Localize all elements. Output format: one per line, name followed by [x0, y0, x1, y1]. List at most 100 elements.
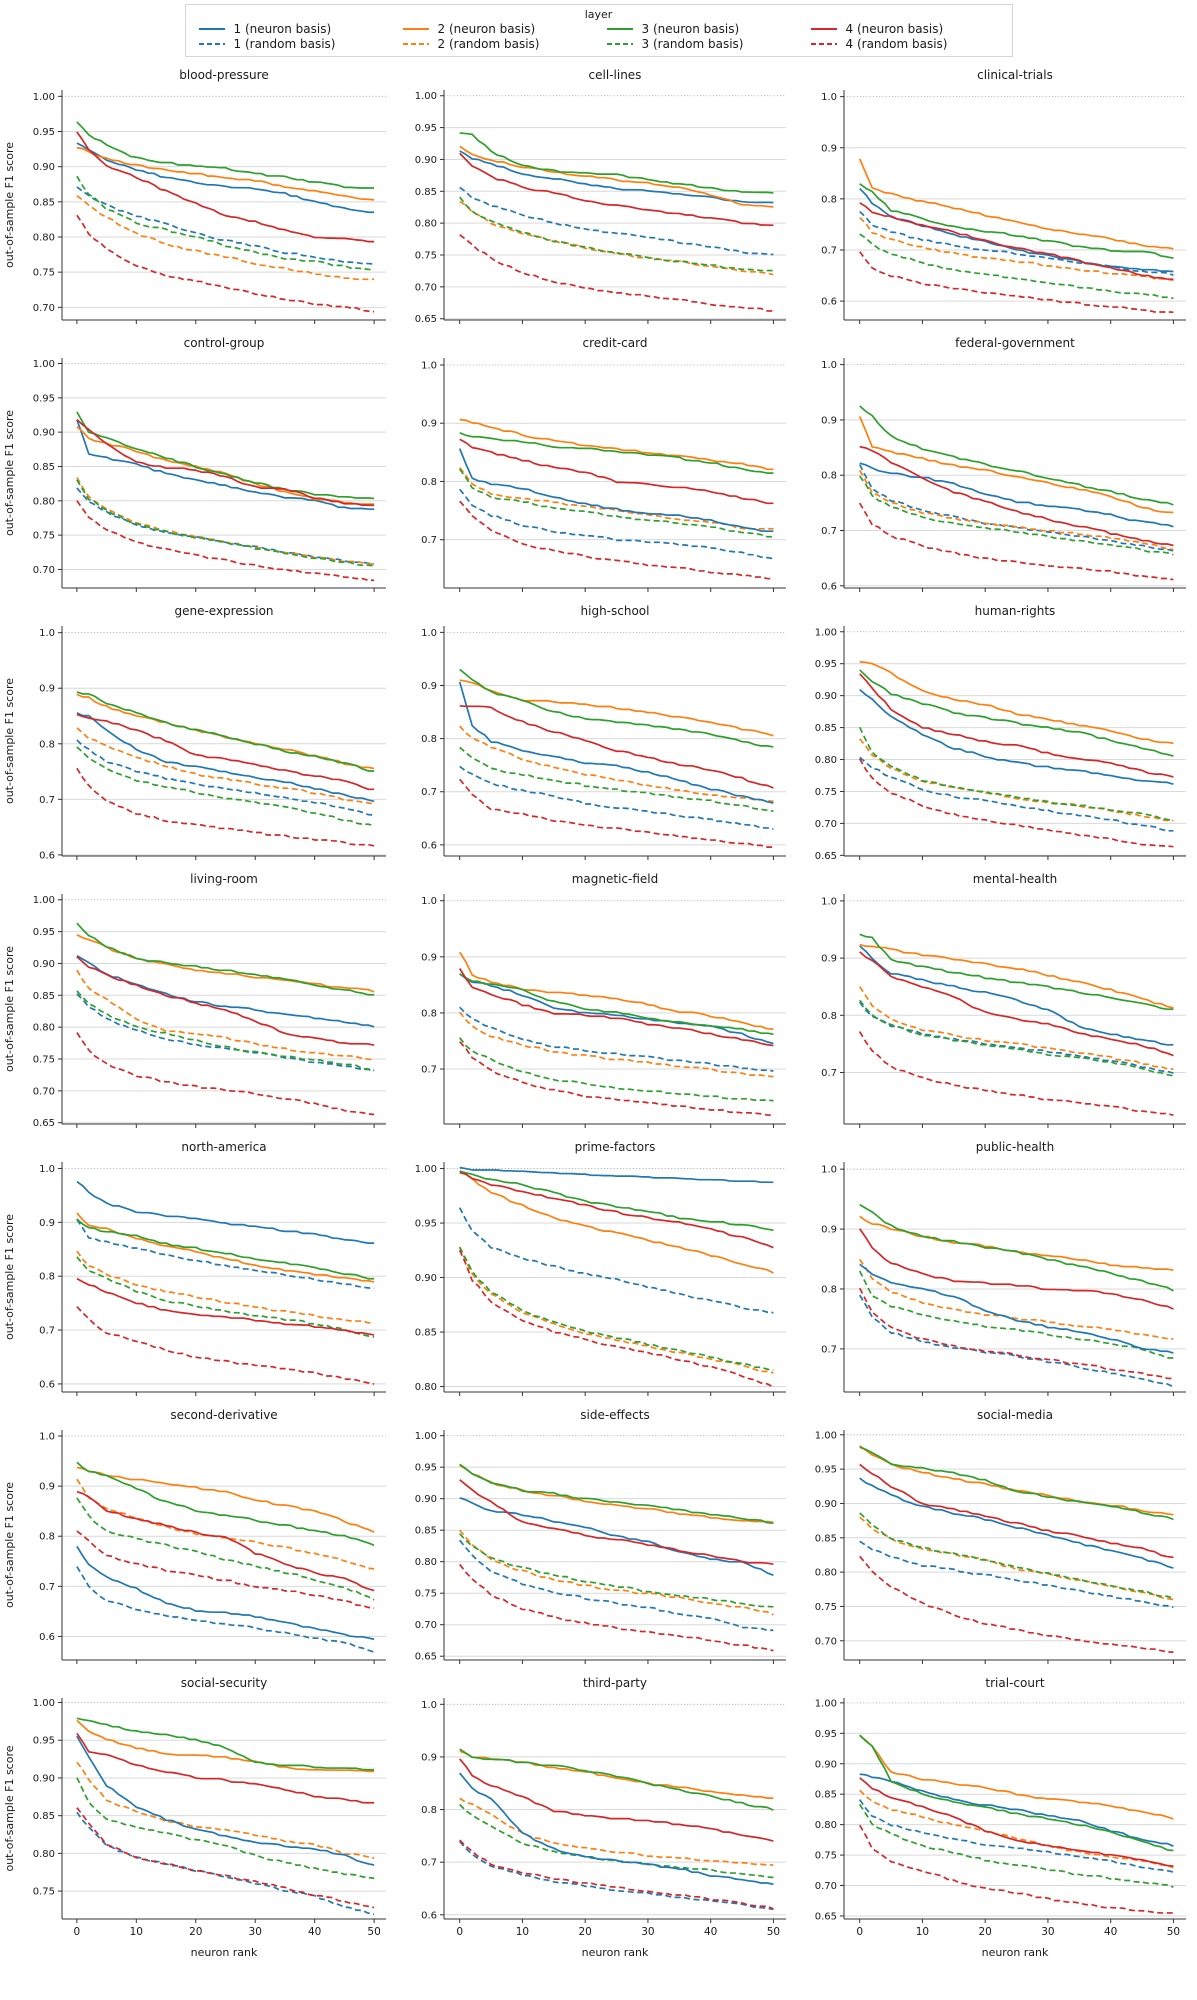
legend-item-label: 3 (neuron basis) [641, 22, 740, 36]
series-line-1--random-basis- [459, 765, 774, 830]
subplot-federal-government: federal-government 0.6 0.7 0.8 0.9 1.0 [797, 331, 1197, 599]
y-tick-label: 0.75 [415, 251, 437, 262]
legend-item: 1 (neuron basis) [198, 22, 388, 36]
series-line-4--neuron-basis- [859, 673, 1174, 778]
chart-social-media: social-media 0.70 0.75 0.80 0.85 0.90 0.95 1.00 [815, 1408, 1186, 1664]
series-line-3--random-basis- [859, 1512, 1174, 1599]
y-tick-label: 0.95 [415, 1463, 437, 1474]
series-line-3--random-basis- [459, 1533, 774, 1608]
chart-living-room: living-room 0.65 0.70 0.75 0.80 0.85 0.90 0.95 1… [3, 872, 386, 1129]
y-tick-label: 1.0 [421, 360, 437, 371]
series-line-4--random-basis- [459, 778, 774, 849]
chart-title: credit-card [583, 336, 648, 350]
y-tick-label: 0.8 [821, 1284, 837, 1295]
series-line-3--neuron-basis- [859, 669, 1174, 757]
y-tick-label: 0.6 [39, 1632, 55, 1643]
series-line-4--random-basis- [858, 1031, 1174, 1117]
y-tick-label: 0.90 [815, 1499, 837, 1510]
y-tick-label: 0.80 [33, 1023, 55, 1034]
y-axis-label: out-of-sample F1 score [3, 410, 16, 536]
series-line-3--neuron-basis- [459, 431, 774, 474]
series-line-2--neuron-basis- [76, 693, 375, 770]
series-line-3--random-basis- [76, 175, 375, 271]
series-line-3--random-basis- [459, 468, 774, 538]
y-tick-label: 1.0 [821, 360, 837, 371]
subplot-credit-card: credit-card 0.7 0.8 0.9 1.0 [397, 331, 797, 599]
series-line-1--random-basis- [859, 1001, 1174, 1074]
series-line-3--random-basis- [76, 746, 375, 827]
series-line-4--neuron-basis- [76, 131, 375, 243]
y-tick-label: 0.95 [415, 1219, 437, 1230]
series-line-2--random-basis- [859, 1516, 1174, 1601]
y-tick-label: 1.0 [39, 628, 55, 639]
series-line-4--random-basis- [459, 1563, 774, 1652]
subplot-third-party: third-party 0.6 0.7 0.8 0.9 1.0 0 10 20 30 40 50 neu… [397, 1671, 797, 1965]
series-line-4--random-basis- [76, 767, 375, 847]
subplot-cell-lines: cell-lines 0.65 0.70 0.75 0.80 0.85 0.90 0.95 1.… [397, 63, 797, 331]
series-line-3--neuron-basis- [859, 1446, 1174, 1521]
y-tick-label: 1.00 [815, 627, 837, 638]
legend: layer 1 (neuron basis) 2 (neuron basis) 3 … [184, 4, 1013, 57]
series-line-1--random-basis- [859, 756, 1174, 832]
x-tick-label: 50 [1167, 1926, 1180, 1938]
chart-blood-pressure: blood-pressure 0.70 0.75 0.80 0.85 0.90 0.95 1.… [3, 68, 386, 324]
y-tick-label: 0.75 [33, 1887, 55, 1898]
y-tick-label: 0.7 [421, 1858, 437, 1869]
series-line-4--random-basis- [76, 1530, 375, 1609]
series-line-3--neuron-basis- [459, 668, 774, 748]
subplot-blood-pressure: blood-pressure 0.70 0.75 0.80 0.85 0.90 0.95 1.… [0, 63, 397, 331]
series-line-2--random-basis- [859, 1258, 1174, 1340]
series-line-2--neuron-basis- [859, 943, 1174, 1009]
series-line-4--random-basis- [459, 500, 774, 580]
chart-human-rights: human-rights 0.65 0.70 0.75 0.80 0.85 0.90 0.95… [815, 604, 1186, 862]
chart-title: social-security [181, 1676, 267, 1690]
y-tick-label: 0.65 [815, 851, 837, 862]
chart-title: human-rights [975, 604, 1056, 618]
y-tick-label: 1.00 [33, 1698, 55, 1709]
x-tick-label: 0 [856, 1926, 863, 1938]
chart-title: magnetic-field [572, 872, 659, 886]
y-tick-label: 0.85 [815, 1533, 837, 1544]
series-line-2--random-basis- [76, 477, 375, 566]
y-tick-label: 0.6 [821, 297, 837, 308]
series-line-2--random-basis- [858, 986, 1174, 1070]
y-tick-label: 0.7 [421, 535, 437, 546]
legend-wrap: layer 1 (neuron basis) 2 (neuron basis) 3 … [0, 0, 1197, 57]
series-line-3--random-basis- [76, 1256, 375, 1338]
series-line-4--neuron-basis- [859, 951, 1174, 1057]
y-tick-label: 0.80 [815, 1568, 837, 1579]
x-tick-label: 40 [704, 1926, 717, 1938]
y-tick-label: 0.80 [815, 755, 837, 766]
series-line-3--neuron-basis- [859, 933, 1174, 1011]
y-tick-label: 1.00 [33, 92, 55, 103]
y-axis-label: out-of-sample F1 score [3, 678, 16, 804]
series-line-3--neuron-basis- [76, 1461, 375, 1547]
chart-social-security: social-security 0.75 0.80 0.85 0.90 0.95 1.00 0… [3, 1676, 386, 1959]
series-line-2--neuron-basis- [459, 679, 774, 737]
chart-trial-court: trial-court 0.65 0.70 0.75 0.80 0.85 0.90 0.95 1… [815, 1676, 1186, 1959]
y-tick-label: 1.00 [815, 1430, 837, 1441]
y-tick-label: 0.90 [33, 162, 55, 173]
y-tick-label: 0.6 [821, 581, 837, 592]
y-tick-label: 0.6 [39, 850, 55, 861]
series-line-1--random-basis- [859, 1540, 1174, 1609]
y-tick-label: 0.9 [421, 681, 437, 692]
series-line-3--neuron-basis- [76, 121, 375, 189]
series-line-1--neuron-basis- [459, 1496, 774, 1577]
series-line-4--random-basis- [859, 1555, 1174, 1653]
series-line-4--neuron-basis- [459, 1171, 774, 1249]
legend-item: 4 (neuron basis) [810, 22, 1000, 36]
y-tick-label: 0.80 [33, 496, 55, 507]
series-line-1--random-basis- [76, 1218, 375, 1290]
y-tick-label: 0.90 [815, 1759, 837, 1770]
y-tick-label: 0.75 [815, 1851, 837, 1862]
series-line-1--random-basis- [459, 186, 774, 256]
chart-mental-health: mental-health 0.7 0.8 0.9 1.0 [821, 872, 1186, 1128]
series-line-4--neuron-basis- [459, 705, 774, 789]
chart-title: third-party [583, 1676, 647, 1690]
y-tick-label: 0.80 [415, 1382, 437, 1393]
series-line-1--random-basis- [858, 1294, 1174, 1388]
legend-item: 2 (neuron basis) [402, 22, 592, 36]
series-line-2--random-basis- [859, 1789, 1174, 1869]
